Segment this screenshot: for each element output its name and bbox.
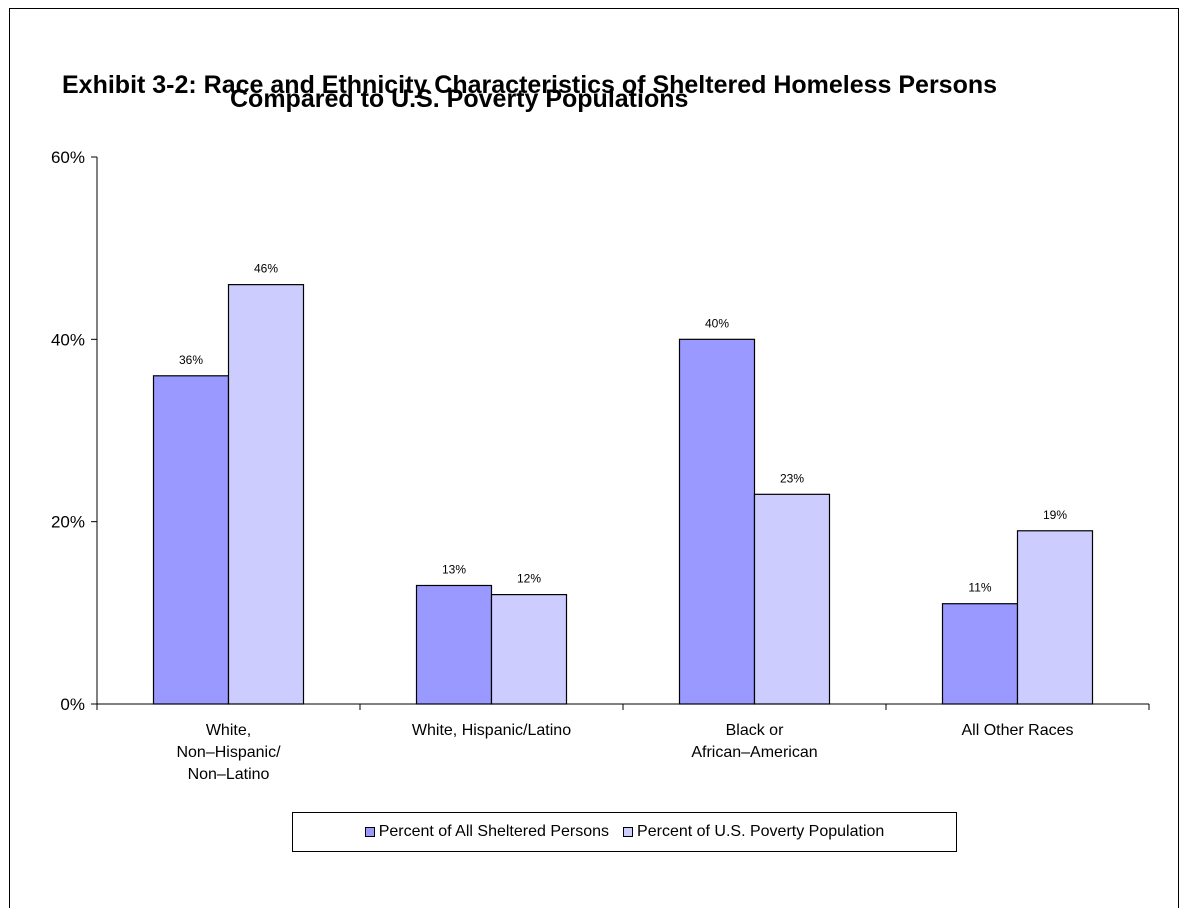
y-tick-label: 0% bbox=[60, 695, 85, 714]
bar bbox=[1016, 530, 1094, 705]
bar bbox=[152, 375, 230, 705]
y-tick-label: 20% bbox=[51, 513, 85, 532]
x-tick-label: All Other Races bbox=[961, 722, 1074, 739]
legend-label-sheltered: Percent of All Sheltered Persons bbox=[378, 823, 610, 840]
data-label: 23% bbox=[780, 471, 804, 485]
data-label: 19% bbox=[1043, 508, 1067, 522]
legend: Percent of All Sheltered Persons Percent… bbox=[292, 812, 957, 852]
legend-item-poverty: Percent of U.S. Poverty Population bbox=[623, 823, 884, 841]
bar bbox=[490, 593, 568, 705]
bar bbox=[941, 603, 1019, 705]
data-label: 13% bbox=[442, 562, 466, 576]
chart-title-line-2: Compared to U.S. Poverty Populations bbox=[230, 85, 689, 113]
chart-frame bbox=[9, 8, 1179, 908]
bar bbox=[227, 284, 305, 705]
data-label: 36% bbox=[179, 353, 203, 367]
y-tick-label: 60% bbox=[51, 148, 85, 167]
bar bbox=[678, 338, 756, 705]
bar bbox=[415, 584, 493, 705]
legend-item-sheltered: Percent of All Sheltered Persons bbox=[364, 823, 610, 841]
x-tick-label: Black or African–American bbox=[691, 722, 818, 761]
legend-label-poverty: Percent of U.S. Poverty Population bbox=[637, 823, 885, 840]
legend-swatch-sheltered bbox=[364, 827, 375, 837]
x-tick-label: White, Hispanic/Latino bbox=[411, 722, 572, 739]
data-label: 12% bbox=[517, 572, 541, 586]
bar bbox=[753, 493, 831, 705]
data-label: 11% bbox=[968, 581, 991, 595]
y-tick-label: 40% bbox=[51, 330, 85, 349]
data-label: 40% bbox=[705, 316, 729, 330]
x-tick-label: White, Non–Hispanic/ Non–Latino bbox=[176, 722, 281, 783]
legend-swatch-poverty bbox=[623, 827, 634, 837]
chart-title-line-1: Exhibit 3-2: Race and Ethnicity Characte… bbox=[62, 71, 998, 99]
data-label: 46% bbox=[254, 262, 278, 276]
